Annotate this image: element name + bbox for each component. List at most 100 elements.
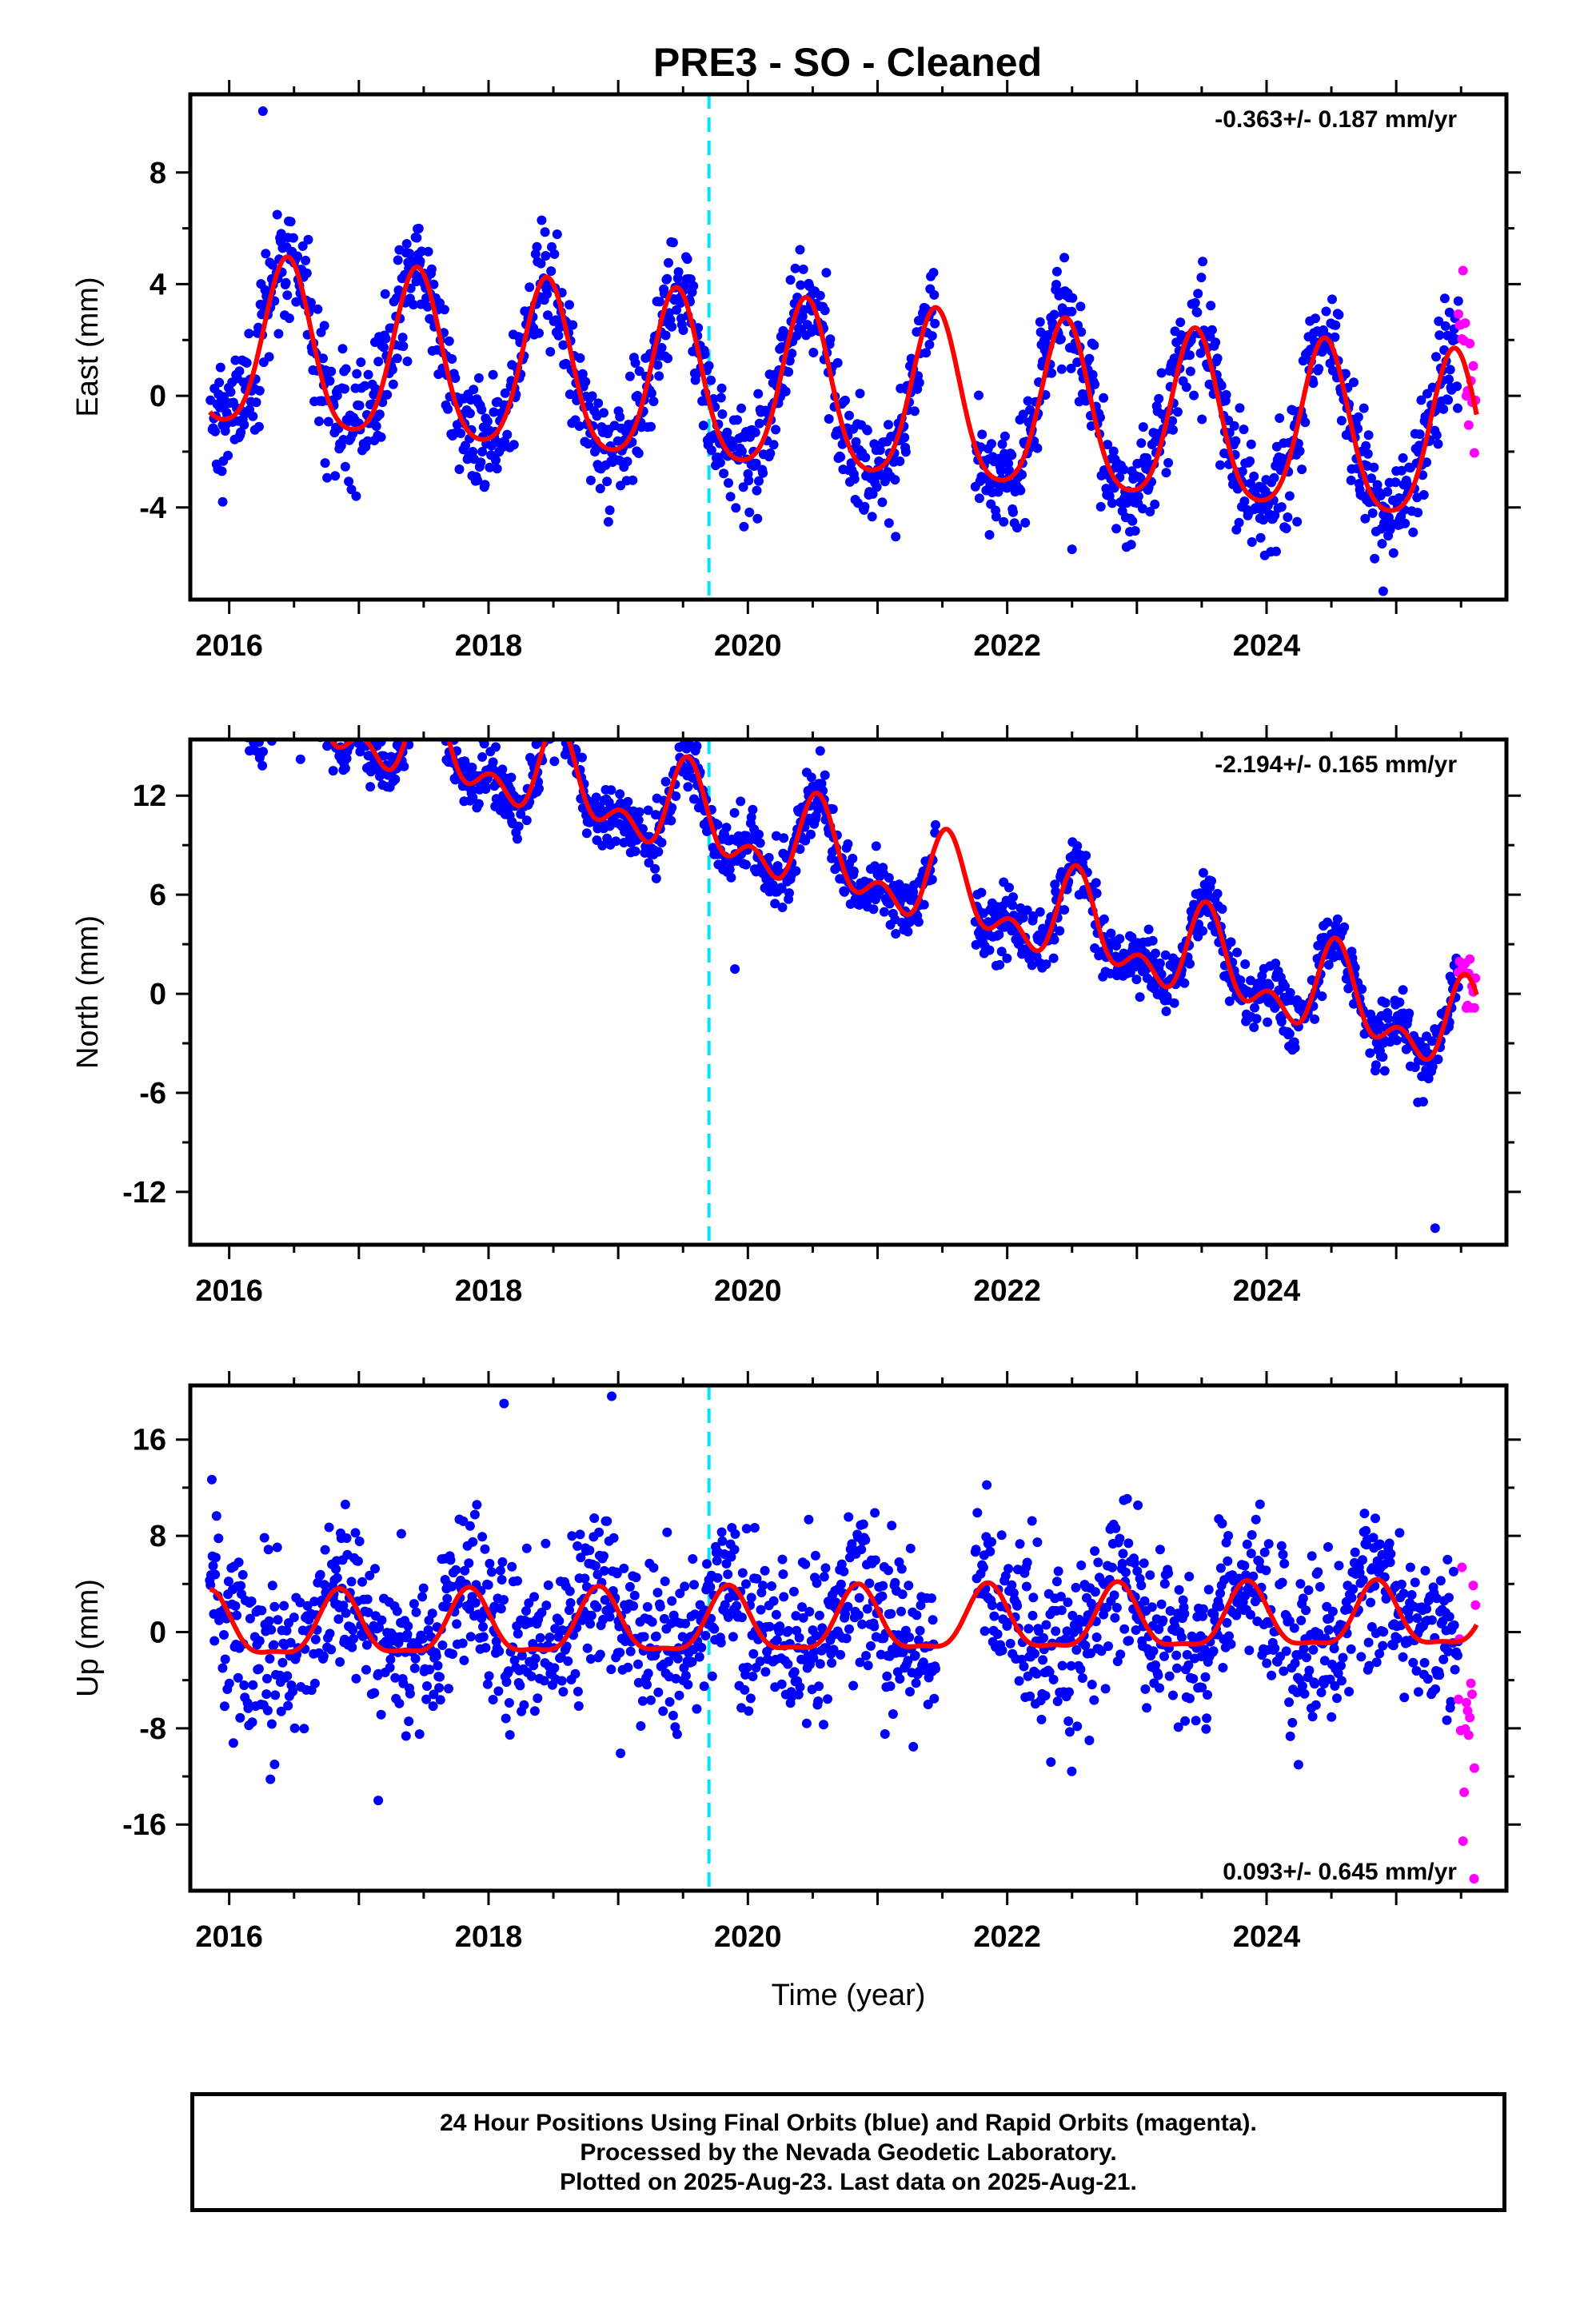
final-orbit-point bbox=[1170, 999, 1179, 1008]
final-orbit-point bbox=[619, 1564, 628, 1573]
final-orbit-point bbox=[636, 1721, 645, 1731]
final-orbit-point bbox=[1297, 464, 1307, 474]
final-orbit-point bbox=[1071, 1645, 1081, 1655]
final-orbit-point bbox=[513, 1577, 522, 1586]
final-orbit-point bbox=[385, 1655, 395, 1664]
final-orbit-point bbox=[754, 830, 764, 839]
final-orbit-point bbox=[422, 669, 432, 679]
final-orbit-point bbox=[220, 702, 229, 712]
final-orbit-point bbox=[296, 652, 305, 662]
final-orbit-point bbox=[1071, 1583, 1081, 1593]
final-orbit-point bbox=[434, 692, 444, 702]
final-orbit-point bbox=[477, 1532, 487, 1541]
final-orbit-point bbox=[403, 1629, 413, 1639]
final-orbit-point bbox=[692, 1704, 701, 1714]
final-orbit-point bbox=[1218, 1663, 1227, 1672]
final-orbit-point bbox=[237, 710, 246, 720]
final-orbit-point bbox=[393, 255, 403, 265]
final-orbit-point bbox=[402, 239, 412, 249]
final-orbit-point bbox=[556, 720, 565, 730]
final-orbit-point bbox=[1337, 1676, 1347, 1685]
final-orbit-point bbox=[326, 367, 336, 377]
final-orbit-point bbox=[393, 1606, 402, 1616]
final-orbit-point bbox=[717, 409, 727, 419]
final-orbit-point bbox=[860, 1535, 870, 1545]
final-orbit-point bbox=[349, 700, 359, 710]
final-orbit-point bbox=[860, 502, 869, 512]
final-orbit-point bbox=[654, 371, 664, 381]
final-orbit-point bbox=[254, 422, 264, 432]
final-orbit-point bbox=[820, 771, 830, 780]
final-orbit-point bbox=[634, 448, 644, 458]
final-orbit-point bbox=[927, 1593, 936, 1603]
final-orbit-point bbox=[420, 695, 429, 704]
final-orbit-point bbox=[1155, 959, 1165, 968]
final-orbit-point bbox=[884, 518, 894, 528]
final-orbit-point bbox=[661, 777, 671, 787]
final-orbit-point bbox=[1275, 413, 1284, 423]
final-orbit-point bbox=[443, 728, 453, 738]
final-orbit-point bbox=[209, 1636, 219, 1646]
final-orbit-point bbox=[1450, 1620, 1459, 1630]
final-orbit-point bbox=[373, 1796, 383, 1805]
final-orbit-point bbox=[1381, 999, 1390, 1008]
final-orbit-point bbox=[928, 331, 937, 341]
final-orbit-point bbox=[1051, 280, 1061, 289]
final-orbit-point bbox=[1333, 915, 1343, 924]
final-orbit-point bbox=[481, 1545, 490, 1554]
final-orbit-point bbox=[796, 1682, 805, 1692]
final-orbit-point bbox=[988, 1600, 997, 1610]
final-orbit-point bbox=[1308, 1712, 1318, 1721]
final-orbit-point bbox=[553, 688, 562, 698]
final-orbit-point bbox=[576, 1529, 585, 1539]
final-orbit-point bbox=[419, 1584, 429, 1593]
final-orbit-point bbox=[1438, 405, 1448, 414]
final-orbit-point bbox=[605, 1612, 615, 1622]
final-orbit-point bbox=[554, 331, 564, 341]
final-orbit-point bbox=[1434, 1670, 1444, 1680]
final-orbit-point bbox=[1008, 892, 1018, 902]
final-orbit-point bbox=[211, 1553, 221, 1562]
final-orbit-point bbox=[484, 1581, 493, 1590]
final-orbit-point bbox=[1218, 904, 1227, 914]
final-orbit-point bbox=[741, 1579, 751, 1589]
final-orbit-point bbox=[294, 654, 304, 664]
series-points-final-orbits bbox=[205, 1392, 1463, 1806]
final-orbit-point bbox=[1191, 1716, 1201, 1725]
final-orbit-point bbox=[1294, 1760, 1303, 1769]
final-orbit-point bbox=[626, 1647, 636, 1656]
final-orbit-point bbox=[1213, 889, 1223, 899]
final-orbit-point bbox=[1255, 1500, 1265, 1509]
final-orbit-point bbox=[289, 233, 298, 243]
final-orbit-point bbox=[1151, 949, 1160, 959]
final-orbit-point bbox=[477, 405, 486, 415]
final-orbit-point bbox=[1412, 1613, 1422, 1623]
final-orbit-point bbox=[469, 385, 478, 394]
final-orbit-point bbox=[602, 1517, 612, 1526]
final-orbit-point bbox=[995, 960, 1004, 970]
final-orbit-point bbox=[261, 715, 271, 724]
final-orbit-point bbox=[1111, 1524, 1120, 1533]
final-orbit-point bbox=[379, 343, 389, 353]
rapid-orbit-point bbox=[1470, 448, 1479, 458]
final-orbit-point bbox=[1282, 524, 1291, 533]
final-orbit-point bbox=[227, 696, 237, 706]
final-orbit-point bbox=[265, 727, 275, 736]
final-orbit-point bbox=[1054, 1566, 1063, 1576]
final-orbit-point bbox=[806, 830, 816, 839]
final-orbit-point bbox=[752, 514, 762, 524]
final-orbit-point bbox=[1052, 1577, 1062, 1586]
final-orbit-point bbox=[730, 1545, 740, 1554]
final-orbit-point bbox=[519, 1700, 529, 1710]
final-orbit-point bbox=[494, 1647, 504, 1656]
final-orbit-point bbox=[1206, 301, 1215, 310]
final-orbit-point bbox=[1398, 453, 1408, 463]
final-orbit-point bbox=[1440, 293, 1450, 303]
final-orbit-point bbox=[916, 1626, 925, 1636]
final-orbit-point bbox=[235, 1713, 245, 1723]
final-orbit-point bbox=[1430, 1223, 1440, 1233]
final-orbit-point bbox=[663, 353, 672, 363]
final-orbit-point bbox=[270, 1690, 280, 1700]
final-orbit-point bbox=[709, 1624, 719, 1634]
final-orbit-point bbox=[298, 644, 308, 654]
